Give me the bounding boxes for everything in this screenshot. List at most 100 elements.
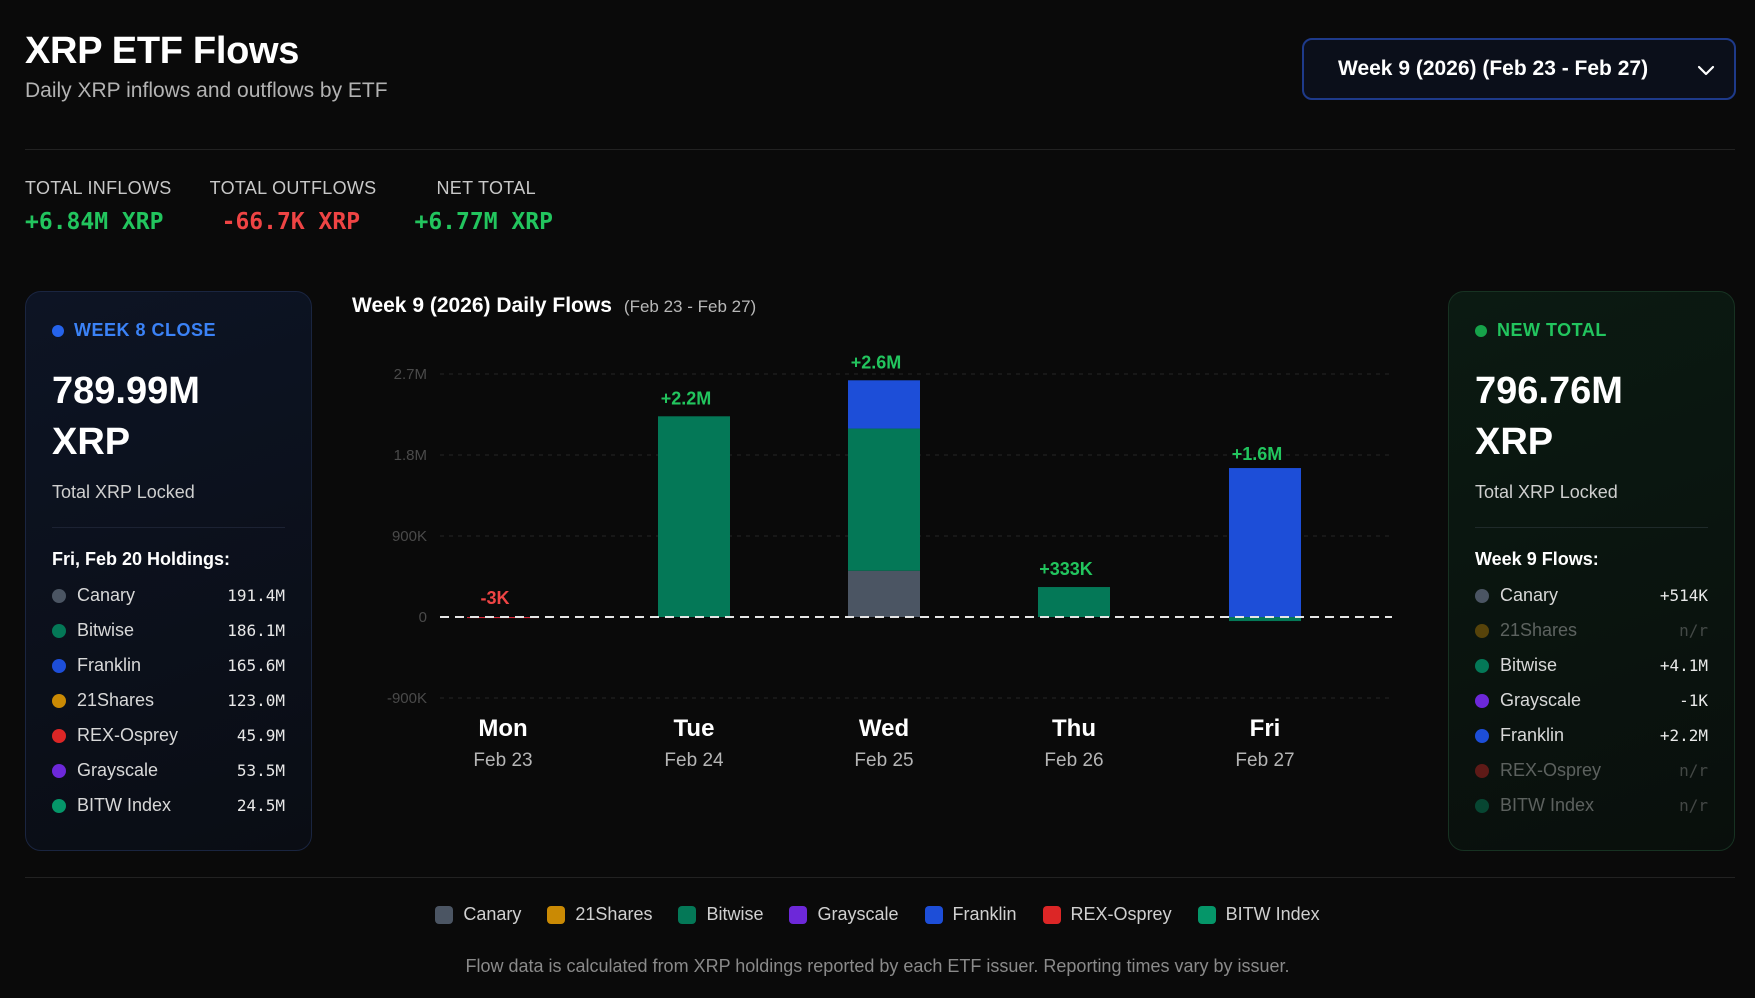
holdings-title: Fri, Feb 20 Holdings: (52, 549, 231, 569)
stat-label: NET TOTAL (436, 178, 536, 198)
bar-segment (848, 428, 920, 571)
chart-title-main: Week 9 (2026) Daily Flows (352, 294, 612, 317)
bar-segment (467, 617, 539, 619)
color-swatch (1475, 588, 1489, 603)
bar-segment (1229, 617, 1301, 622)
bar-segment (1038, 587, 1110, 617)
list-item: Bitwise 186.1M (52, 613, 285, 648)
color-swatch (52, 693, 66, 708)
card-tag-label: NEW TOTAL (1497, 320, 1607, 340)
y-tick-label: 900K (392, 528, 427, 545)
x-date-label: Feb 24 (664, 750, 724, 771)
bar-total-label: -3K (480, 588, 509, 608)
color-swatch (1475, 728, 1489, 743)
card-caption: Total XRP Locked (52, 482, 195, 502)
color-swatch (1475, 658, 1489, 673)
flows-title: Week 9 Flows: (1475, 549, 1599, 569)
chart-legend: Canary 21Shares Bitwise Grayscale Franklin RE… (0, 904, 1755, 925)
new-total-card: NEW TOTAL 796.76M XRP Total XRP Locked W… (1448, 291, 1735, 851)
etf-value: 24.5M (236, 796, 285, 815)
stat-total-outflows: TOTAL OUTFLOWS -66.7K XRP (210, 178, 377, 235)
bar-total-label: +2.2M (661, 388, 712, 408)
list-item: Bitwise +4.1M (1475, 648, 1708, 683)
legend-item: Canary (435, 904, 521, 925)
holdings-list: Canary 191.4M Bitwise 186.1M Franklin 165.6M 2… (52, 578, 285, 823)
etf-value: n/r (1679, 761, 1708, 780)
list-item: Canary 191.4M (52, 578, 285, 613)
legend-swatch (1042, 905, 1061, 924)
legend-swatch (789, 905, 808, 924)
etf-value: +4.1M (1659, 656, 1708, 675)
status-dot-icon (1475, 324, 1487, 337)
etf-name: Bitwise (1500, 655, 1558, 675)
page-subtitle: Daily XRP inflows and outflows by ETF (25, 79, 388, 102)
x-day-label: Wed (859, 715, 909, 742)
legend-item: BITW Index (1197, 904, 1320, 925)
etf-name: REX-Osprey (77, 725, 179, 745)
y-tick-label: 1.8M (394, 447, 427, 464)
card-divider (1475, 527, 1708, 528)
x-date-label: Feb 26 (1044, 750, 1103, 771)
list-item: 21Shares n/r (1475, 613, 1708, 648)
stat-net-total: NET TOTAL +6.77M XRP (414, 178, 552, 235)
status-dot-icon (52, 324, 64, 337)
etf-name: Bitwise (77, 620, 135, 640)
color-swatch (1475, 623, 1489, 638)
etf-name: Franklin (1500, 725, 1565, 745)
card-amount-unit: XRP (1475, 421, 1554, 463)
color-swatch (1475, 693, 1489, 708)
etf-value: 191.4M (227, 586, 285, 605)
bar-total-label: +1.6M (1232, 444, 1283, 464)
page-title: XRP ETF Flows (25, 30, 300, 72)
card-amount-unit: XRP (52, 421, 131, 463)
legend-item: REX-Osprey (1042, 904, 1172, 925)
list-item: Franklin 165.6M (52, 648, 285, 683)
footnote: Flow data is calculated from XRP holding… (465, 956, 1290, 976)
legend-item: Grayscale (789, 904, 899, 925)
color-swatch (1475, 763, 1489, 778)
legend-label: Grayscale (817, 904, 899, 924)
page-header: XRP ETF Flows Daily XRP inflows and outf… (25, 30, 388, 103)
chevron-down-icon (1697, 65, 1715, 76)
list-item: Grayscale -1K (1475, 683, 1708, 718)
bar-segment (848, 380, 920, 429)
bar-total-label: +333K (1039, 559, 1093, 579)
x-date-label: Feb 27 (1235, 750, 1294, 771)
y-tick-label: 2.7M (394, 366, 427, 383)
color-swatch (52, 588, 66, 603)
legend-item: 21Shares (547, 904, 652, 925)
bar-total-label: +2.6M (851, 352, 902, 372)
etf-name: REX-Osprey (1500, 760, 1602, 780)
list-item: 21Shares 123.0M (52, 683, 285, 718)
legend-label: REX-Osprey (1070, 904, 1172, 924)
week-select-dropdown[interactable]: Week 9 (2026) (Feb 23 - Feb 27) (1302, 38, 1736, 100)
etf-name: Grayscale (77, 760, 159, 780)
list-item: REX-Osprey 45.9M (52, 718, 285, 753)
stat-label: TOTAL OUTFLOWS (209, 178, 377, 198)
legend-label: Bitwise (706, 904, 764, 924)
legend-item: Franklin (924, 904, 1017, 925)
card-amount-value: 789.99M (52, 370, 200, 412)
etf-value: 186.1M (227, 621, 285, 640)
color-swatch (52, 798, 66, 813)
stat-value: +6.77M XRP (414, 209, 553, 235)
etf-value: 165.6M (227, 656, 285, 675)
y-tick-label: -900K (387, 690, 427, 707)
card-amount: 789.99M XRP (52, 366, 285, 468)
legend-swatch (1197, 905, 1216, 924)
bar-segment (848, 570, 920, 617)
etf-value: n/r (1679, 796, 1708, 815)
etf-name: 21Shares (1500, 620, 1578, 640)
etf-name: Franklin (77, 655, 142, 675)
etf-name: Grayscale (1500, 690, 1582, 710)
bar-segment (1229, 468, 1301, 617)
etf-name: BITW Index (77, 795, 172, 815)
color-swatch (52, 728, 66, 743)
flows-list: Canary +514K 21Shares n/r Bitwise +4.1M Graysc… (1475, 578, 1708, 823)
x-date-label: Feb 25 (854, 750, 913, 771)
legend-swatch (547, 905, 566, 924)
legend-swatch (678, 905, 697, 924)
legend-label: Franklin (952, 904, 1017, 924)
x-day-label: Mon (478, 715, 527, 742)
legend-item: Bitwise (678, 904, 763, 925)
